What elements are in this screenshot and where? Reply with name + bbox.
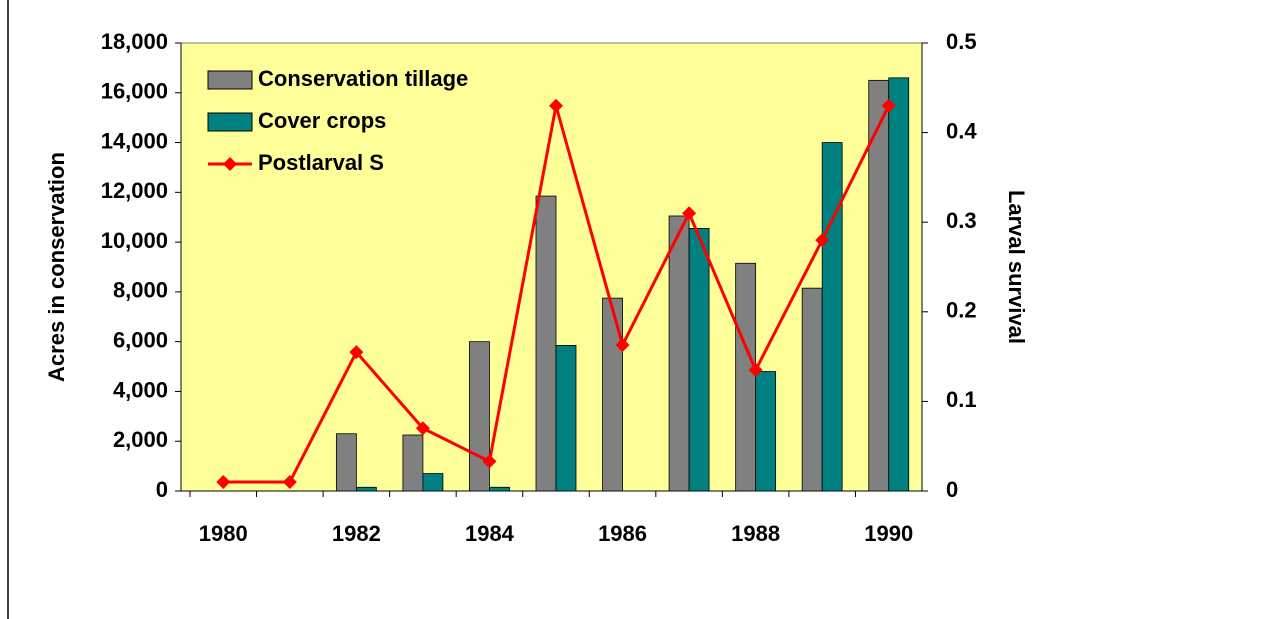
marker <box>482 454 497 469</box>
x-tick-label: 1990 <box>864 521 913 546</box>
y-tick-label: 16,000 <box>101 79 168 104</box>
legend-swatch <box>207 70 253 90</box>
x-tick-label: 1982 <box>332 521 381 546</box>
y2-tick-label: 0.4 <box>946 118 977 143</box>
y2-tick-label: 0.5 <box>946 29 977 54</box>
bar <box>668 215 690 492</box>
y2-tick-label: 0.3 <box>946 208 977 233</box>
y2-tick-label: 0.1 <box>946 387 977 412</box>
bar <box>355 486 377 492</box>
x-tick-label: 1988 <box>731 521 780 546</box>
bar <box>555 344 577 492</box>
y-tick-label: 4,000 <box>113 377 168 402</box>
legend-label: Postlarval S <box>258 150 384 175</box>
y-tick-label: 14,000 <box>101 128 168 153</box>
bar <box>402 434 424 492</box>
bar <box>755 371 777 492</box>
legend-label: Cover crops <box>258 108 386 133</box>
marker <box>216 475 231 490</box>
bar <box>688 228 710 492</box>
bar <box>469 341 490 492</box>
marker <box>549 98 563 113</box>
bar <box>422 473 444 492</box>
marker <box>415 421 430 436</box>
bar <box>735 262 757 492</box>
y-tick-label: 12,000 <box>101 178 168 203</box>
bar <box>602 297 623 492</box>
bar <box>535 195 557 492</box>
x-tick-label: 1980 <box>199 521 248 546</box>
x-tick-label: 1986 <box>598 521 647 546</box>
legend-swatch <box>207 112 253 132</box>
y-tick-label: 8,000 <box>113 278 168 303</box>
y-tick-label: 6,000 <box>113 327 168 352</box>
bar <box>335 433 357 492</box>
y2-tick-label: 0 <box>946 477 958 502</box>
legend-marker <box>223 157 237 171</box>
bar <box>489 486 510 492</box>
y-tick-label: 10,000 <box>101 228 168 253</box>
y2-axis-label: Larval survival <box>1004 190 1029 344</box>
y-tick-label: 0 <box>156 477 168 502</box>
bar <box>801 287 823 492</box>
y-tick-label: 18,000 <box>101 29 168 54</box>
marker <box>615 337 630 352</box>
bar <box>888 77 910 492</box>
marker <box>881 98 896 113</box>
marker <box>682 206 697 221</box>
y-axis-label: Acres in conservation <box>44 152 69 382</box>
y-tick-label: 2,000 <box>113 427 168 452</box>
bar <box>821 142 843 492</box>
marker <box>748 363 763 378</box>
x-tick-label: 1984 <box>465 521 515 546</box>
marker <box>282 475 297 490</box>
legend-label: Conservation tillage <box>258 66 468 91</box>
marker <box>815 233 830 248</box>
y2-tick-label: 0.2 <box>946 298 977 323</box>
marker <box>349 345 364 360</box>
